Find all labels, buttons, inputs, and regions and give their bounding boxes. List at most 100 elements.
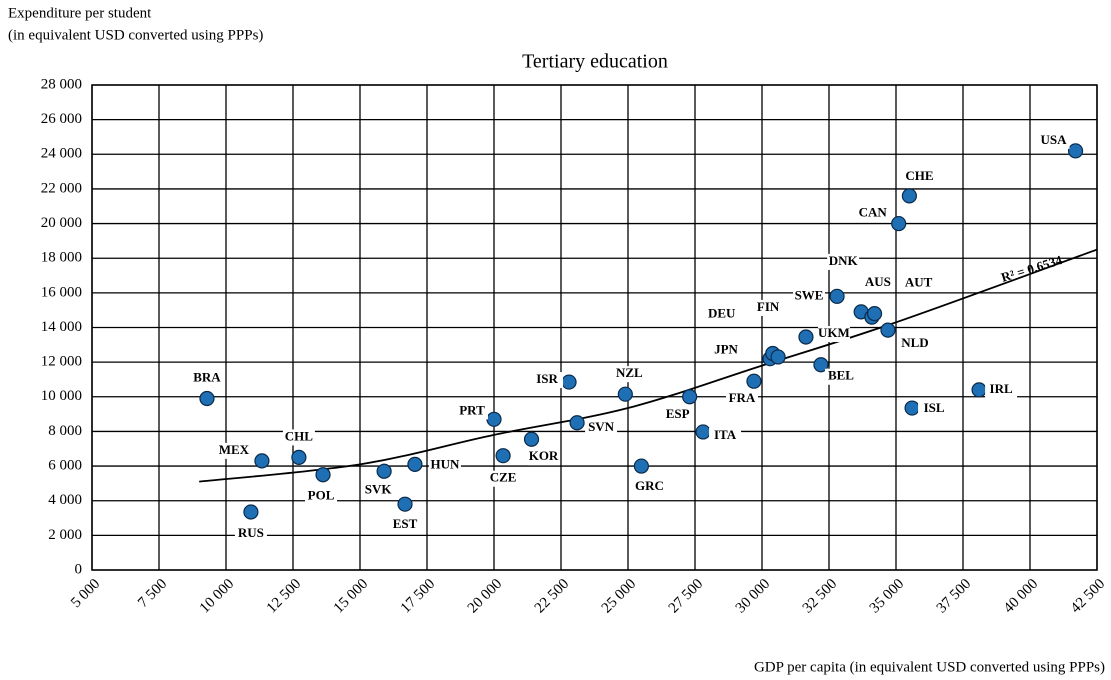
label-bg (725, 391, 758, 408)
chart-title: Tertiary education (522, 51, 668, 73)
point (770, 349, 786, 365)
point (617, 386, 633, 402)
label-bg (531, 372, 564, 389)
point (633, 458, 650, 474)
label-bg (613, 366, 646, 383)
point (407, 456, 423, 472)
point (254, 453, 270, 469)
point (561, 374, 577, 390)
point (901, 188, 918, 204)
point (829, 288, 845, 304)
point (486, 411, 502, 427)
point-label: SVN (588, 419, 615, 434)
trend-line (199, 248, 1098, 483)
point (199, 390, 215, 407)
x-axis-label: GDP per capita (in equivalent USD conver… (754, 659, 1105, 675)
y-tick-label: 20 000 (41, 215, 82, 231)
label-bg (527, 449, 560, 466)
point-label: AUS (865, 274, 891, 289)
label-bg (856, 205, 889, 222)
plot-frame (91, 84, 1098, 571)
x-tick-label: 30 000 (733, 576, 773, 616)
x-tick-label: 17 500 (398, 576, 438, 616)
point-label: SWE (795, 287, 824, 302)
point-label: RUS (238, 525, 264, 540)
label-bg (824, 368, 857, 385)
point-label: CHE (905, 168, 933, 183)
y-tick-label: 24 000 (41, 146, 82, 162)
y-tick-label: 26 000 (41, 111, 82, 127)
point-label: NLD (901, 335, 928, 350)
point (904, 400, 920, 416)
point (891, 215, 907, 232)
point-label: DEU (708, 305, 736, 320)
x-tick-label: 37 500 (934, 576, 974, 616)
y-tick-label: 4 000 (48, 492, 82, 508)
x-tick-label: 42 500 (1068, 576, 1108, 616)
y-tick-label: 6 000 (48, 458, 82, 474)
label-bg (456, 403, 488, 420)
x-tick-label: 25 000 (599, 576, 639, 616)
point-label: AUT (905, 275, 933, 290)
point (495, 448, 511, 464)
label-bg (234, 525, 267, 542)
point-label: CZE (490, 470, 517, 485)
x-tick-label: 12 500 (264, 576, 304, 616)
label-bg (918, 401, 951, 418)
y-tick-label: 28 000 (41, 76, 82, 92)
point (880, 322, 896, 338)
y-axis-label: Expenditure per student (8, 5, 152, 21)
point-label: JPN (714, 342, 738, 357)
point-label: ITA (714, 427, 737, 442)
point-label: CHL (285, 428, 314, 443)
point-label: FRA (729, 390, 756, 405)
label-bg (362, 482, 395, 499)
label-bg (585, 419, 618, 436)
point-label: ISR (536, 371, 558, 386)
point-label: EST (393, 516, 418, 531)
label-bg (903, 168, 936, 185)
label-bg (817, 326, 850, 343)
annotation: R² = 0.6534 (999, 252, 1064, 285)
point-label: IRL (990, 381, 1013, 396)
point-label: POL (308, 488, 335, 503)
x-tick-label: 7 500 (135, 576, 170, 611)
label-bg (305, 488, 338, 505)
x-tick-label: 32 500 (800, 576, 840, 616)
y-tick-label: 2 000 (48, 527, 82, 543)
point-label: MEX (219, 442, 250, 457)
x-tick-label: 15 000 (331, 576, 371, 616)
point (315, 467, 331, 483)
point (243, 504, 259, 520)
point-label: BEL (828, 368, 854, 383)
x-tick-label: 27 500 (666, 576, 706, 616)
point-label: KOR (529, 448, 559, 463)
point (866, 306, 883, 322)
label-bg (861, 275, 894, 292)
label-bg (217, 442, 250, 459)
y-tick-label: 18 000 (41, 250, 82, 266)
label-bg (752, 299, 785, 316)
point-label: UKM (818, 325, 850, 340)
point (813, 357, 829, 373)
label-bg (985, 381, 1018, 398)
label-bg (710, 342, 743, 359)
point-label: PRT (459, 402, 485, 417)
label-bg (793, 288, 826, 305)
point-label: ESP (666, 406, 690, 421)
label-bg (1037, 132, 1070, 149)
x-tick-label: 10 000 (197, 576, 237, 616)
point (695, 424, 711, 440)
x-tick-label: 40 000 (1001, 576, 1041, 616)
x-tick-label: 35 000 (867, 576, 907, 616)
point (1067, 143, 1084, 159)
point-label: NZL (616, 365, 643, 380)
label-bg (705, 306, 738, 323)
x-tick-label: 22 500 (532, 576, 572, 616)
label-bg (487, 470, 520, 487)
point (523, 431, 540, 447)
point (397, 496, 413, 512)
point (682, 389, 698, 405)
y-tick-label: 16 000 (41, 284, 82, 300)
